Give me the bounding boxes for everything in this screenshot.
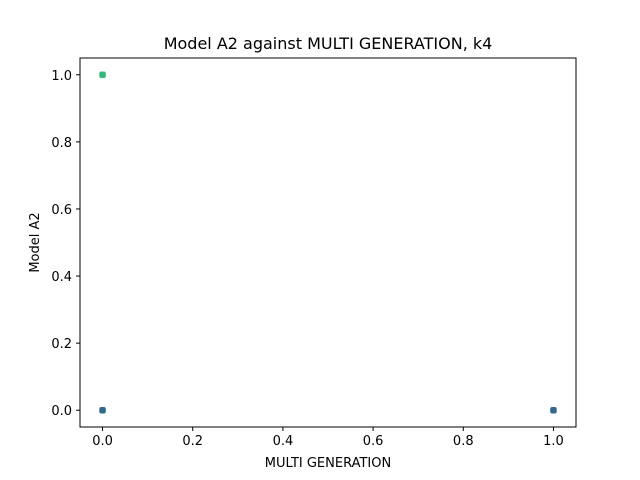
- x-tick-label: 0.6: [363, 434, 384, 449]
- y-tick-label: 1.0: [51, 69, 72, 84]
- x-tick-label: 0.4: [273, 434, 294, 449]
- data-point: [99, 406, 106, 414]
- x-tick-label: 0.0: [92, 434, 113, 449]
- x-tick-label: 1.0: [543, 434, 564, 449]
- x-axis-ticks: 0.0 0.2 0.4 0.6 0.8 1.0: [92, 427, 564, 449]
- y-axis-ticks: 0.0 0.2 0.4 0.6 0.8 1.0: [51, 69, 80, 419]
- data-point: [99, 71, 106, 79]
- y-tick-label: 0.4: [51, 270, 72, 285]
- y-tick-label: 0.0: [51, 404, 72, 419]
- y-axis-label: Model A2: [28, 212, 43, 272]
- x-tick-label: 0.2: [182, 434, 203, 449]
- x-tick-label: 0.8: [453, 434, 474, 449]
- chart-title: Model A2 against MULTI GENERATION, k4: [164, 34, 493, 53]
- y-tick-label: 0.8: [51, 136, 72, 151]
- y-tick-label: 0.6: [51, 203, 72, 218]
- x-axis-label: MULTI GENERATION: [265, 456, 391, 471]
- plot-area: 0.0 0.2 0.4 0.6 0.8 1.0 0.0 0.2 0.4 0.6 0.8 1.0: [51, 57, 577, 449]
- plot-frame: [79, 57, 577, 428]
- data-point: [550, 406, 557, 414]
- y-tick-label: 0.2: [51, 337, 72, 352]
- points-layer: [99, 71, 557, 414]
